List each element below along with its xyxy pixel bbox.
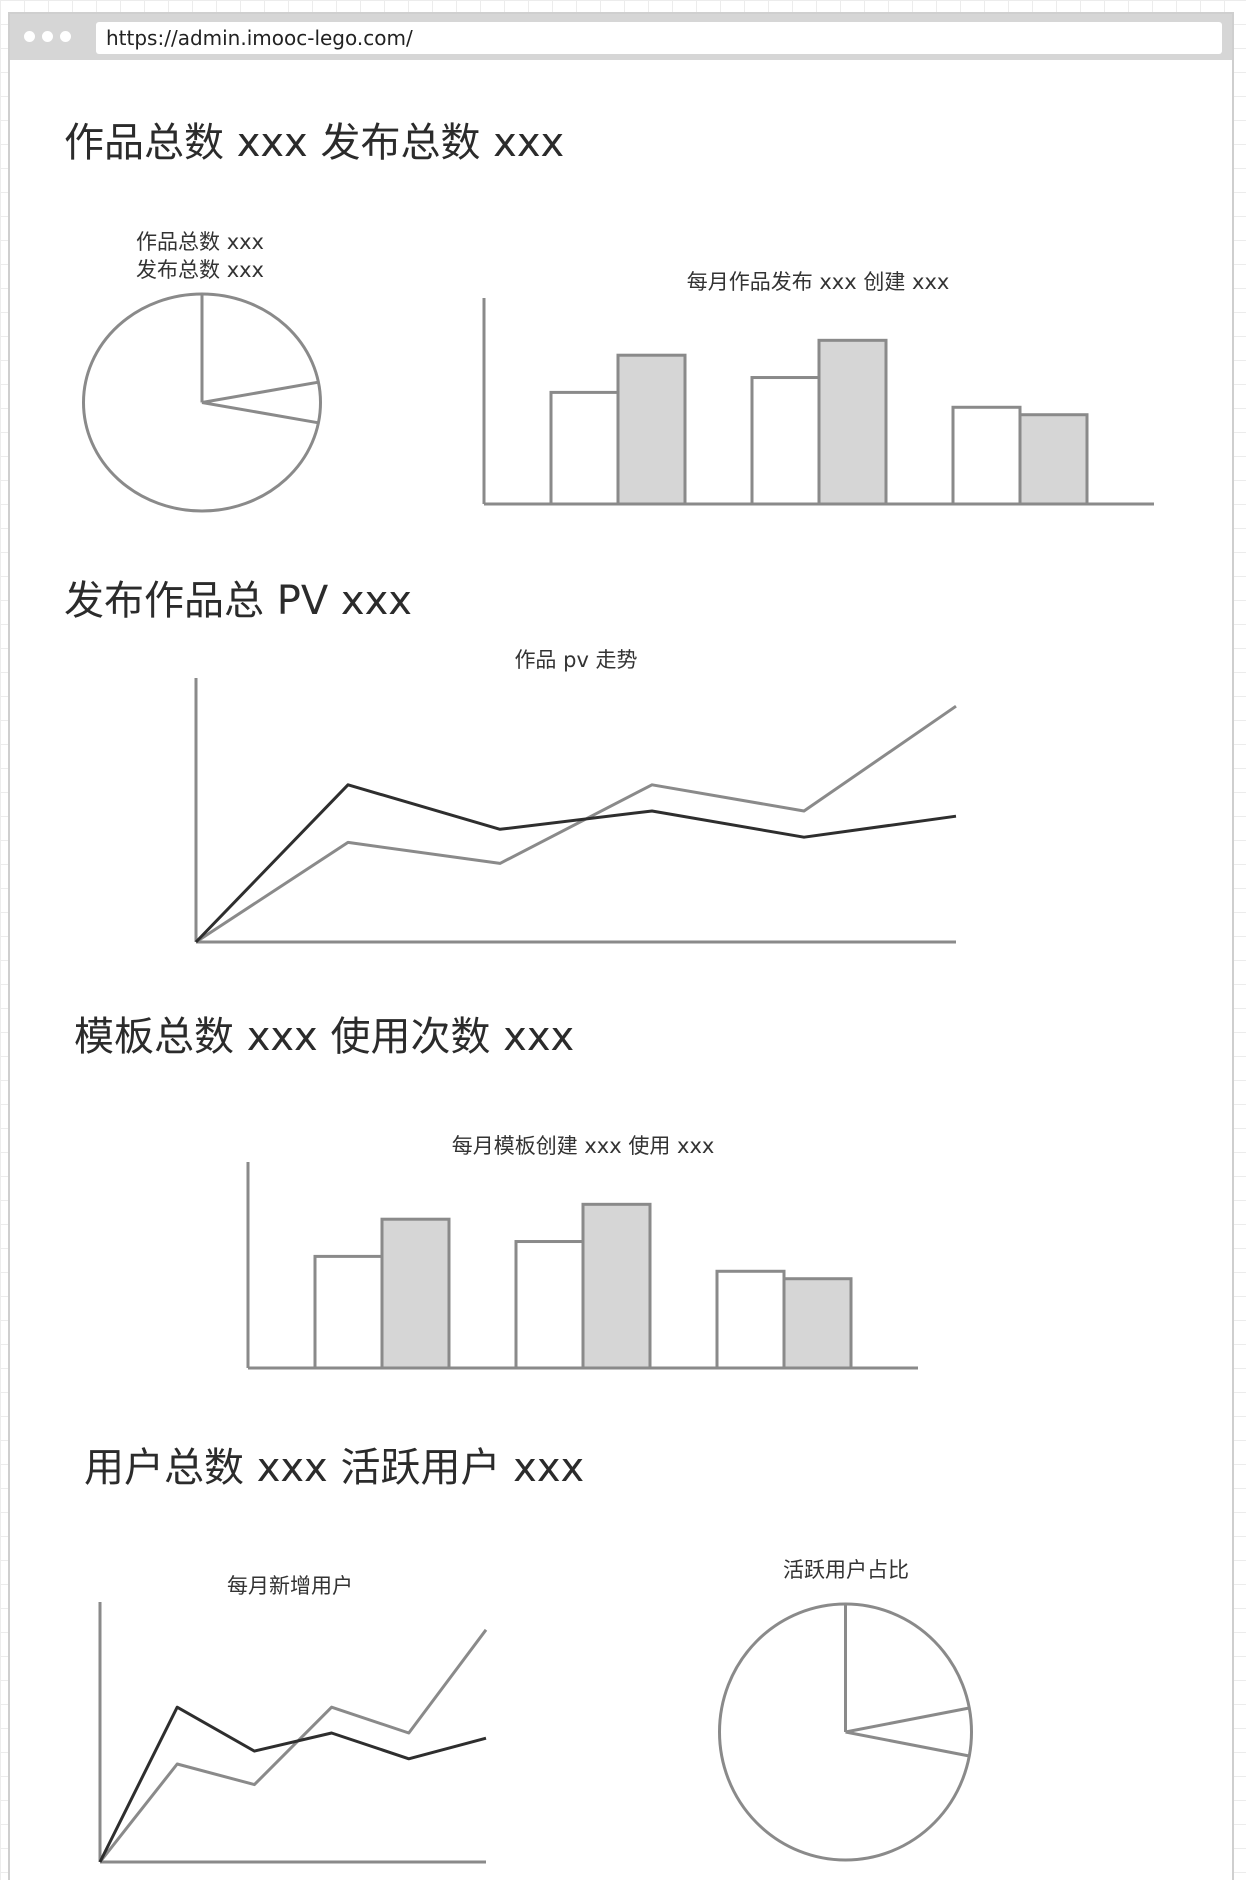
bar — [380, 1217, 451, 1370]
pie-slice-edge — [845, 1706, 970, 1734]
address-bar[interactable]: https://admin.imooc-lego.com/ — [96, 22, 1222, 54]
active-users-pie-chart — [718, 1602, 973, 1862]
bar — [313, 1254, 384, 1370]
bar — [549, 390, 620, 506]
bar — [782, 1277, 853, 1370]
bar — [817, 338, 888, 506]
pv-summary-heading: 发布作品总 PV xxx — [64, 578, 412, 624]
works-summary-heading: 作品总数 xxx 发布总数 xxx — [64, 120, 565, 166]
bar — [514, 1240, 585, 1370]
works-pie-chart — [82, 292, 322, 513]
series-line-light — [98, 1628, 488, 1863]
pv-trend-line-chart — [194, 678, 957, 944]
series-line-dark — [194, 783, 957, 944]
users-summary-heading: 用户总数 xxx 活跃用户 xxx — [84, 1445, 585, 1491]
browser-titlebar: https://admin.imooc-lego.com/ — [10, 14, 1232, 60]
works-pie-label-published: 发布总数 xxx — [136, 258, 264, 282]
templates-monthly-bar-chart — [246, 1162, 918, 1370]
pv-line-chart-title: 作品 pv 走势 — [514, 648, 638, 672]
pie-slice-edge — [201, 380, 319, 404]
series-line-light — [195, 704, 957, 944]
works-monthly-bar-chart — [482, 298, 1154, 506]
series-line-dark — [98, 1705, 487, 1863]
works-bar-chart-title: 每月作品发布 xxx 创建 xxx — [686, 270, 950, 294]
bar — [951, 405, 1022, 506]
bar — [750, 376, 821, 506]
works-pie-label-total: 作品总数 xxx — [136, 230, 264, 254]
bar — [581, 1202, 652, 1370]
bar — [715, 1269, 786, 1370]
pie-slice-edge — [845, 1730, 970, 1758]
new-users-line-chart — [98, 1602, 488, 1864]
bar — [616, 353, 687, 506]
bar — [1018, 413, 1089, 506]
window-dot-icon[interactable] — [60, 31, 71, 42]
users-line-chart-title: 每月新增用户 — [227, 1574, 353, 1598]
works-pie-label: 作品总数 xxx 发布总数 xxx — [100, 228, 300, 284]
templates-summary-heading: 模板总数 xxx 使用次数 xxx — [74, 1014, 575, 1060]
active-users-pie-title: 活跃用户占比 — [783, 1558, 909, 1582]
window-dot-icon[interactable] — [24, 31, 35, 42]
window-dot-icon[interactable] — [42, 31, 53, 42]
templates-bar-chart-title: 每月模板创建 xxx 使用 xxx — [451, 1134, 715, 1158]
pie-slice-edge — [201, 401, 319, 425]
